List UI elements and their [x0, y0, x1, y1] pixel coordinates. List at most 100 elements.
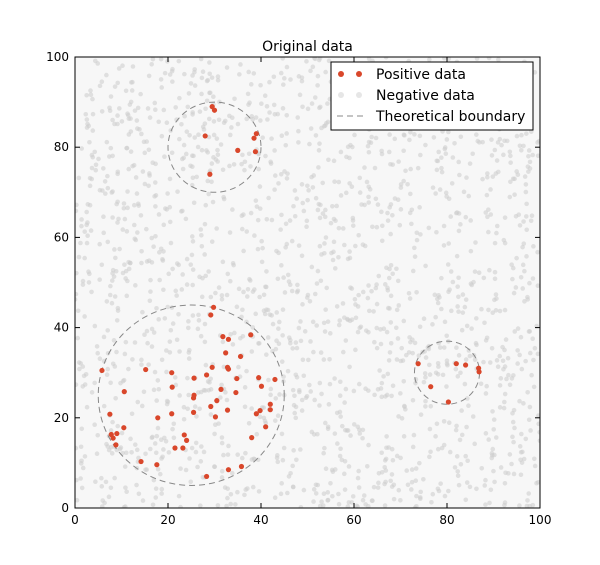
negative-point [178, 504, 183, 508]
negative-point [110, 271, 115, 276]
negative-point [515, 172, 521, 178]
negative-point [517, 352, 522, 358]
negative-point [487, 500, 492, 506]
negative-point [167, 204, 173, 210]
negative-point [243, 487, 249, 492]
negative-point [265, 117, 270, 122]
negative-point [365, 143, 371, 149]
negative-point [97, 277, 102, 282]
negative-point [410, 350, 415, 356]
negative-point [374, 345, 380, 351]
negative-point [494, 358, 500, 363]
negative-point [365, 295, 371, 301]
negative-point [442, 319, 448, 325]
negative-point [408, 129, 413, 135]
negative-point [404, 468, 410, 473]
negative-point [134, 447, 140, 453]
negative-point [483, 431, 489, 436]
negative-point [336, 179, 342, 185]
negative-point [278, 491, 284, 497]
negative-point [439, 155, 444, 160]
negative-point [207, 60, 212, 65]
negative-point [275, 459, 281, 465]
negative-point [296, 74, 302, 79]
negative-point [122, 262, 127, 267]
negative-point [176, 312, 181, 317]
negative-point [376, 480, 381, 486]
negative-point [387, 350, 393, 355]
negative-point [435, 300, 441, 306]
negative-point [209, 179, 214, 185]
negative-point [512, 425, 517, 431]
negative-point [231, 262, 236, 268]
negative-point [437, 187, 443, 192]
negative-point [92, 422, 97, 428]
negative-point [490, 310, 496, 315]
negative-point [347, 364, 352, 370]
negative-point [243, 450, 248, 456]
negative-point [496, 57, 501, 62]
negative-point [418, 412, 424, 417]
negative-point [219, 475, 225, 480]
negative-point [320, 211, 326, 216]
negative-point [112, 247, 117, 252]
negative-point [519, 431, 524, 437]
negative-point [84, 92, 89, 98]
negative-point [80, 364, 86, 369]
negative-point [189, 182, 195, 188]
negative-point [366, 308, 372, 314]
negative-point [334, 304, 340, 309]
negative-point [435, 446, 441, 452]
negative-point [221, 120, 227, 126]
negative-point [353, 347, 358, 353]
negative-point [427, 454, 432, 460]
negative-point [198, 459, 204, 464]
negative-point [346, 464, 352, 469]
negative-point [441, 223, 447, 229]
negative-point [197, 274, 202, 280]
negative-point [323, 207, 328, 213]
negative-point [155, 378, 161, 383]
negative-point [489, 153, 495, 158]
negative-point [510, 265, 516, 271]
negative-point [459, 408, 464, 413]
negative-point [310, 319, 316, 325]
negative-point [158, 77, 164, 82]
negative-point [509, 461, 514, 467]
negative-point [180, 166, 186, 172]
negative-point [134, 482, 139, 488]
negative-point [488, 212, 494, 217]
negative-point [182, 71, 187, 77]
negative-point [229, 115, 235, 121]
negative-point [215, 77, 221, 83]
negative-point [401, 434, 407, 439]
negative-point [276, 250, 281, 256]
negative-point [478, 381, 484, 387]
negative-point [284, 176, 290, 181]
negative-point [506, 372, 511, 378]
negative-point [180, 272, 185, 277]
negative-point [375, 202, 381, 207]
negative-point [412, 132, 417, 137]
negative-point [412, 340, 418, 346]
negative-point [304, 59, 309, 64]
negative-point [396, 303, 402, 308]
negative-point [115, 113, 120, 118]
negative-point [309, 101, 315, 106]
negative-point [350, 494, 356, 499]
negative-point [470, 151, 475, 157]
negative-point [414, 230, 420, 236]
negative-point [514, 255, 519, 261]
negative-point [178, 466, 183, 471]
negative-point [281, 445, 287, 451]
negative-point [266, 377, 271, 383]
negative-point [497, 353, 503, 359]
negative-point [299, 182, 305, 187]
negative-point [228, 278, 233, 284]
negative-point [131, 222, 137, 228]
negative-point [84, 209, 89, 215]
negative-point [528, 218, 534, 224]
negative-point [198, 57, 204, 62]
negative-point [232, 330, 237, 336]
positive-point [143, 366, 149, 373]
